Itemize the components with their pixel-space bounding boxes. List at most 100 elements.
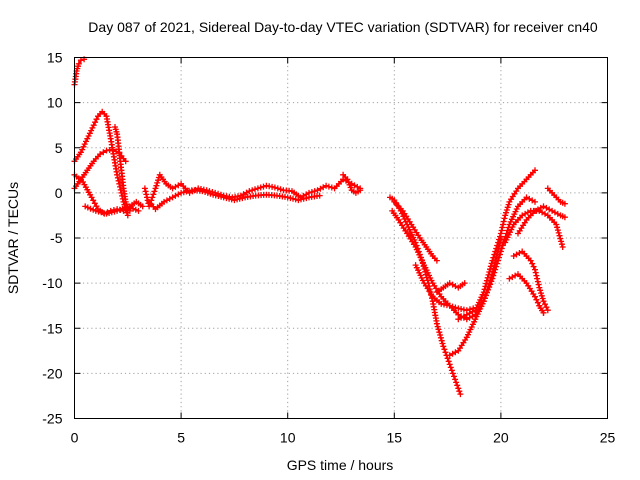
data-point [436,329,443,336]
data-point [106,210,113,216]
data-point [454,382,461,389]
series-arc-16 [455,167,538,323]
data-point [492,248,499,255]
data-point [116,180,123,187]
data-point [292,196,299,203]
data-point [220,194,227,201]
data-point [495,239,502,246]
data-point [346,181,353,188]
data-point [496,236,502,243]
data-point [328,184,335,191]
data-point [87,205,94,212]
data-point [311,188,318,195]
x-tick-label: 20 [493,430,509,446]
series-arc-12 [389,194,538,323]
data-point [199,188,206,195]
y-tick-label: 15 [47,50,63,66]
data-point [451,373,457,380]
x-tick-label: 5 [177,430,185,446]
data-point [124,212,131,219]
data-point [497,233,503,240]
data-point [239,195,246,202]
data-point [86,130,93,137]
data-point [108,209,115,216]
y-tick-label: 10 [47,95,63,111]
series-arc-22 [544,185,568,207]
data-point [178,189,185,196]
data-point [461,280,468,287]
x-axis-label: GPS time / hours [287,457,394,473]
series-arc-21 [515,203,568,237]
data-point [533,272,540,279]
data-point [489,257,496,264]
data-point [150,191,157,198]
data-point [557,235,564,242]
data-point [84,204,91,211]
y-tick-label: -5 [50,230,63,246]
series-arc-18 [536,302,547,316]
chart-title: Day 087 of 2021, Sidereal Day-to-day VTE… [88,19,598,35]
series-arc-9 [340,171,364,196]
data-point [483,280,490,287]
data-point [284,194,291,201]
data-point [489,271,496,278]
series-arc-10 [387,194,464,398]
data-point [81,141,88,148]
data-point [143,191,150,198]
data-point [537,287,544,294]
data-point [435,326,442,333]
data-point [116,206,123,213]
series-arc-14 [433,280,468,296]
data-point [555,229,562,236]
data-point [124,203,131,210]
data-point [493,245,500,252]
data-point [438,337,445,344]
data-point [532,198,538,205]
data-point [500,221,506,228]
data-point [114,171,121,178]
data-point [132,206,139,213]
data-point [446,302,453,309]
data-point [487,266,493,273]
data-point [246,188,253,195]
data-point [483,277,490,284]
data-point [452,376,459,383]
data-point [491,251,498,258]
data-point [142,188,149,195]
data-point [144,194,150,201]
data-point [554,224,561,231]
series-arc-2 [71,108,131,219]
data-point [452,304,459,311]
data-point [344,176,351,183]
data-point [456,388,463,395]
data-point [538,292,545,299]
data-point [540,309,547,316]
data-point [535,281,542,288]
data-point [561,214,568,221]
data-point [347,184,354,191]
data-point [488,260,495,267]
y-tick-label: -20 [42,365,62,381]
data-point [442,349,449,356]
data-point [453,379,460,386]
y-tick-label: 0 [55,185,63,201]
data-point [500,218,507,225]
data-point [455,385,462,392]
data-point [79,146,86,153]
gridlines [74,57,608,419]
data-point [135,207,142,214]
data-point [260,183,267,190]
data-point [141,185,148,192]
data-point [151,188,158,195]
data-point [497,230,504,237]
data-point [538,290,544,297]
data-point [357,187,364,194]
data-point [77,57,84,64]
data-point [440,343,447,350]
y-tick-label: -10 [42,275,62,291]
data-point [290,195,296,202]
series-arc-11 [391,198,440,264]
data-point [544,307,551,314]
data-point [553,221,560,228]
